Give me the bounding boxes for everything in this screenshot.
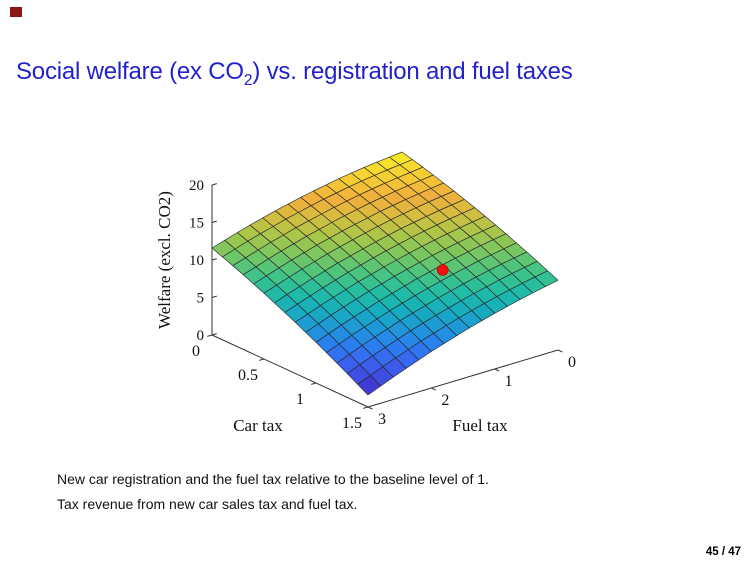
- slide-title-text: Social welfare (ex CO: [16, 58, 244, 86]
- footnote-line: Tax revenue from new car sales tax and f…: [57, 496, 358, 512]
- car-tax-axis-tick: [259, 358, 265, 361]
- car-tax-axis-tick: [363, 406, 369, 409]
- fuel-tax-axis-tick: [494, 368, 500, 372]
- fuel-tax-axis-tick: [557, 349, 563, 353]
- slide-title: Social welfare (ex CO2) vs. registration…: [16, 58, 573, 90]
- page-indicator: 45 / 47: [705, 546, 741, 558]
- fuel-tax-tick-label: 1: [505, 373, 513, 390]
- welfare-axis-tick-label: 10: [189, 253, 204, 269]
- slide-title-text-tail: ) vs. registration and fuel taxes: [252, 58, 573, 86]
- car-tax-axis-title: Car tax: [233, 416, 283, 435]
- car-tax-axis-tick: [311, 382, 317, 385]
- fuel-tax-tick-label: 0: [568, 354, 576, 371]
- fuel-tax-tick-label: 2: [441, 392, 449, 409]
- fuel-tax-axis-line: [367, 349, 559, 408]
- fuel-tax-axis-tick: [431, 387, 437, 391]
- welfare-axis-tick: [211, 220, 217, 223]
- surface-mesh-quad: [357, 375, 382, 396]
- welfare-axis-tick-label: 5: [197, 291, 205, 307]
- theme-corner-mark: [10, 7, 22, 17]
- slide-title-subscript: 2: [243, 71, 253, 89]
- car-tax-axis-tick: [207, 334, 213, 337]
- welfare-axis-tick-label: 0: [197, 328, 205, 344]
- car-tax-axis-line: [211, 334, 369, 408]
- welfare-axis-tick-label: 15: [189, 216, 204, 232]
- car-tax-tick-label: 1: [296, 391, 304, 408]
- fuel-tax-tick-label: 3: [378, 411, 386, 428]
- footnote-line: New car registration and the fuel tax re…: [57, 471, 489, 487]
- welfare-axis-tick: [211, 183, 217, 186]
- car-tax-tick-label: 0: [192, 343, 200, 360]
- welfare-axis-title: Welfare (excl. CO2): [155, 191, 174, 329]
- baseline-marker-dot: [436, 264, 449, 276]
- car-tax-tick-label: 1.5: [342, 415, 362, 432]
- fuel-tax-axis-title: Fuel tax: [452, 416, 508, 435]
- welfare-axis-tick-label: 20: [189, 178, 204, 194]
- fuel-tax-axis-tick: [367, 406, 373, 410]
- footnotes: New car registration and the fuel tax re…: [57, 467, 489, 517]
- welfare-axis-tick: [211, 295, 217, 298]
- welfare-axis-tick: [211, 258, 217, 261]
- welfare-axis-tick: [211, 333, 217, 336]
- car-tax-tick-label: 0.5: [238, 367, 258, 384]
